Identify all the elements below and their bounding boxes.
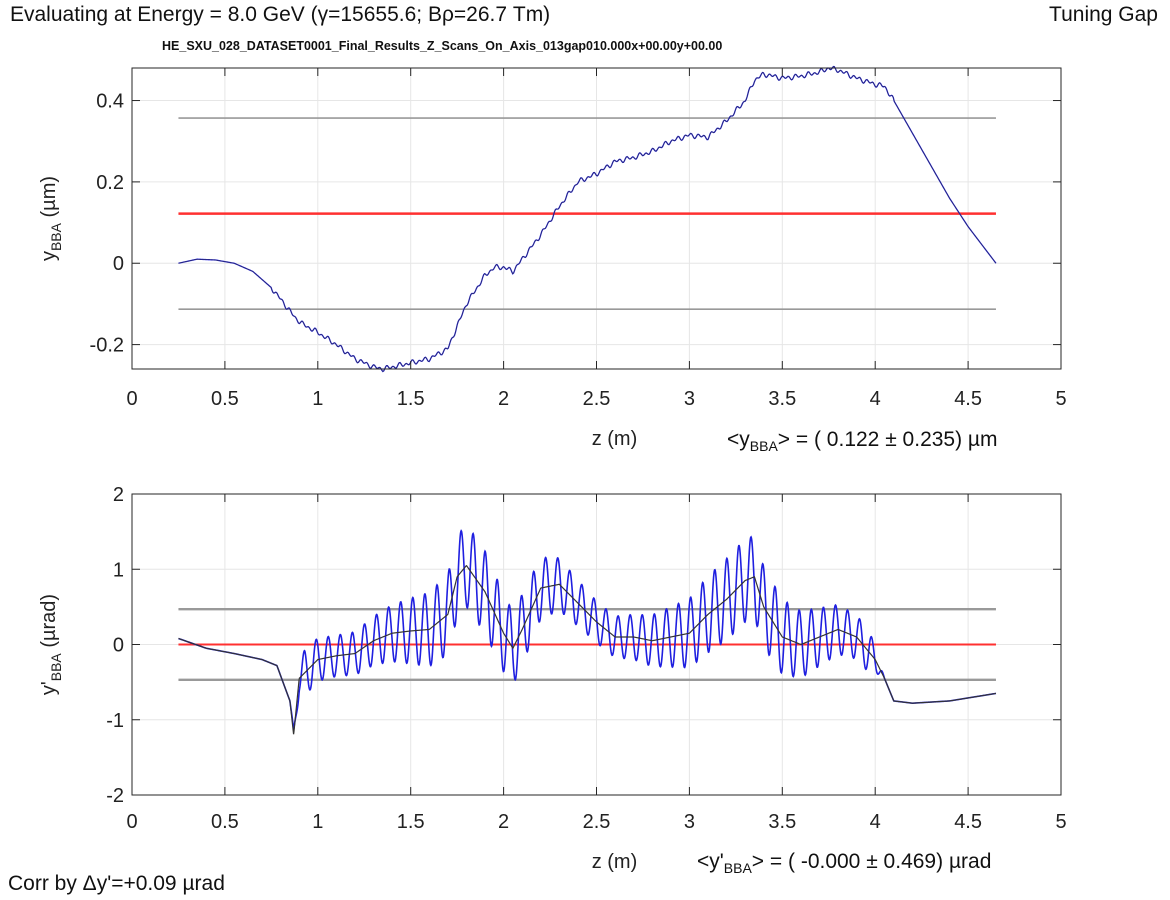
x-axis-label: z (m) (592, 428, 638, 450)
mean-yprimebba-value: > = ( -0.000 ± 0.469) µrad (751, 850, 992, 873)
y-tick-label: 0 (113, 253, 124, 275)
y-axis-label-unit: (µrad) (38, 594, 60, 653)
y-axis-label-unit: (µm) (38, 176, 60, 223)
y-tick-label: -2 (106, 785, 124, 807)
x-tick-label: 0.5 (211, 811, 239, 833)
y-tick-label: -1 (106, 710, 124, 732)
y-tick-label: 2 (113, 484, 124, 506)
x-tick-label: 3.5 (768, 811, 796, 833)
mean-ybba-prefix: <y (727, 428, 750, 451)
tuning-mode-label: Tuning Gap (1049, 3, 1158, 26)
y-tick-label: 0.4 (96, 91, 124, 113)
correction-note: Corr by Δy'=+0.09 µrad (8, 872, 225, 895)
y-axis-label-main: y' (38, 681, 60, 695)
series-line-ybba (178, 65, 997, 373)
y-tick-label: 0 (113, 635, 124, 657)
mean-yprimebba-annotation: <y'BBA> = ( -0.000 ± 0.469) µrad (697, 850, 991, 880)
y-tick-label: 0.2 (96, 172, 124, 194)
x-tick-label: 2 (498, 811, 509, 833)
x-tick-label: 1 (312, 811, 323, 833)
mean-ybba-subscript: BBA (749, 438, 778, 454)
x-tick-label: 1.5 (397, 388, 425, 410)
x-tick-label: 4 (870, 811, 881, 833)
mean-ybba-annotation: <yBBA> = ( 0.122 ± 0.235) µm (727, 428, 998, 458)
y-axis-label: y'BBA (µrad) (38, 594, 64, 695)
x-tick-label: 2 (498, 388, 509, 410)
x-tick-label: 5 (1055, 811, 1066, 833)
series-line-yprimebba-smoothed (178, 565, 997, 735)
top-plot-yBBA: 0 0.5 1 1.5 2 2.5 3 3.5 4 4.5 5 -0.2 0 0.2 0.4 z (m) yBB… (38, 65, 1067, 450)
y-axis-label-main: y (38, 251, 60, 261)
x-tick-label: 4.5 (954, 811, 982, 833)
x-axis-label: z (m) (592, 851, 638, 873)
series-line-yprimebba (178, 529, 997, 731)
y-axis-label: yBBA (µm) (38, 176, 64, 261)
x-tick-label: 1 (312, 388, 323, 410)
x-tick-label: 4.5 (954, 388, 982, 410)
x-tick-label: 4 (870, 388, 881, 410)
x-tick-label: 0.5 (211, 388, 239, 410)
x-tick-label: 3.5 (768, 388, 796, 410)
x-tick-label: 3 (684, 388, 695, 410)
x-tick-label: 3 (684, 811, 695, 833)
y-tick-label: -0.2 (90, 335, 124, 357)
series-line-ybba-smoothed (178, 66, 997, 372)
x-tick-label: 2.5 (583, 811, 611, 833)
x-tick-label: 5 (1055, 388, 1066, 410)
mean-yprimebba-prefix: <y' (697, 850, 724, 873)
x-tick-label: 0 (126, 811, 137, 833)
mean-yprimebba-subscript: BBA (723, 860, 752, 876)
x-tick-label: 0 (126, 388, 137, 410)
y-axis-label-subscript: BBA (48, 653, 64, 682)
x-tick-label: 2.5 (583, 388, 611, 410)
y-axis-label-subscript: BBA (48, 222, 64, 251)
y-tick-label: 1 (113, 559, 124, 581)
dataset-title: HE_SXU_028_DATASET0001_Final_Results_Z_S… (162, 39, 723, 53)
energy-title: Evaluating at Energy = 8.0 GeV (γ=15655.… (10, 3, 551, 26)
x-tick-label: 1.5 (397, 811, 425, 833)
mean-ybba-value: > = ( 0.122 ± 0.235) µm (777, 428, 998, 451)
